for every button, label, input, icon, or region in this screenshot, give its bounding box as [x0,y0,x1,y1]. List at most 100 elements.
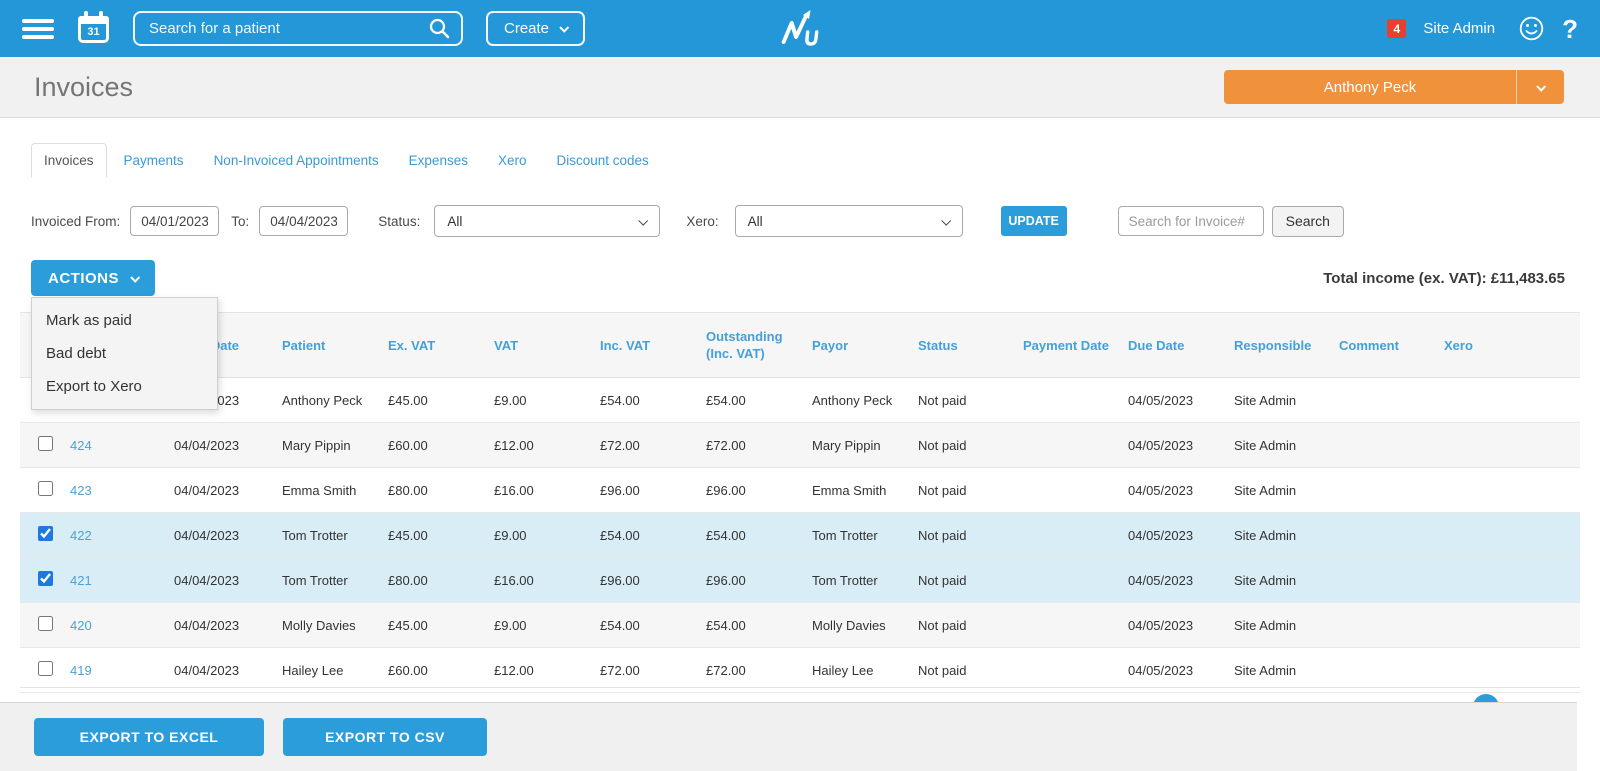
update-button[interactable]: UPDATE [1000,206,1067,236]
issue-date-cell: 04/04/2023 [166,422,274,468]
tab-label: Payments [123,153,184,168]
help-icon[interactable]: ? [1562,13,1578,44]
column-header[interactable]: Outstanding (Inc. VAT) [698,312,804,378]
status-cell: Not paid [910,377,1015,423]
vat-cell: £9.00 [486,602,592,648]
row-checkbox[interactable] [38,481,53,496]
column-header[interactable]: Xero [1436,312,1580,378]
column-header[interactable]: Responsible [1226,312,1331,378]
chevron-down-icon [130,272,141,283]
xero-select[interactable]: All [734,205,963,237]
inc-vat-cell: £72.00 [592,647,698,693]
tab-item[interactable]: Discount codes [544,143,662,178]
notification-badge[interactable]: 4 [1387,19,1407,38]
invoice-number-link[interactable]: 420 [70,617,92,633]
invoice-number-link[interactable]: 419 [70,662,92,678]
payor-cell: Tom Trotter [804,557,910,603]
row-checkbox[interactable] [38,661,53,676]
invoice-number-search-input[interactable] [1117,206,1264,236]
total-income-summary: Total income (ex. VAT): £11,483.65 [1323,269,1565,287]
calendar-icon[interactable]: 31 [78,11,109,43]
actions-menu-item[interactable]: Bad debt [46,345,107,362]
export-to-csv-button[interactable]: EXPORT TO CSV [283,718,487,756]
invoice-number-cell: 423 [62,467,166,513]
due-date-cell: 04/05/2023 [1120,467,1226,513]
responsible-cell: Site Admin [1226,647,1331,693]
status-select[interactable]: All [434,205,661,237]
issue-date-cell: 04/04/2023 [166,647,274,693]
row-checkbox[interactable] [38,616,53,631]
ex-vat-cell: £60.00 [380,422,486,468]
invoices-table: Issue Date Patient Ex. VAT VAT Inc. VAT … [20,312,1580,693]
patient-picker-button[interactable]: Anthony Peck [1224,70,1564,104]
ex-vat-cell: £80.00 [380,467,486,513]
due-date-cell: 04/05/2023 [1120,602,1226,648]
due-date-cell: 04/05/2023 [1120,512,1226,558]
row-checkbox[interactable] [38,526,53,541]
responsible-cell: Site Admin [1226,557,1331,603]
search-button[interactable]: Search [1271,205,1344,237]
user-name-label[interactable]: Site Admin [1423,20,1496,37]
create-button[interactable]: Create [486,11,586,46]
payor-cell: Tom Trotter [804,512,910,558]
create-button-label: Create [504,20,550,37]
invoiced-to-input[interactable] [259,206,349,236]
column-header[interactable]: Comment [1331,312,1436,378]
outstanding-cell: £96.00 [698,467,804,513]
patient-cell: Hailey Lee [274,647,380,693]
comment-cell [1331,602,1436,648]
hamburger-menu-icon[interactable] [22,18,54,39]
invoice-number-link[interactable]: 423 [70,482,92,498]
tab-item[interactable]: Payments [111,143,197,178]
ex-vat-cell: £45.00 [380,602,486,648]
responsible-cell: Site Admin [1226,467,1331,513]
page-header: Invoices Anthony Peck [0,57,1600,118]
invoiced-from-input[interactable] [130,206,220,236]
status-cell: Not paid [910,422,1015,468]
comment-cell [1331,467,1436,513]
column-header[interactable]: Ex. VAT [380,312,486,378]
ex-vat-cell: £45.00 [380,377,486,423]
issue-date-cell: 04/04/2023 [166,557,274,603]
column-header[interactable]: Inc. VAT [592,312,698,378]
to-label: To: [231,213,250,229]
xero-cell [1436,377,1580,423]
search-icon[interactable] [428,17,451,40]
actions-menu-item[interactable]: Export to Xero [46,378,142,395]
inc-vat-cell: £54.00 [592,377,698,423]
status-cell: Not paid [910,557,1015,603]
patient-cell: Tom Trotter [274,557,380,603]
actions-menu-item[interactable]: Mark as paid [46,312,132,329]
tab-item[interactable]: Non-Invoiced Appointments [201,143,392,178]
invoice-number-link[interactable]: 422 [70,527,92,543]
table-row: 419 04/04/2023 Hailey Lee £60.00 £12.00 … [20,647,1580,693]
payor-cell: Anthony Peck [804,377,910,423]
xero-cell [1436,422,1580,468]
invoice-number-link[interactable]: 424 [70,437,92,453]
vat-cell: £16.00 [486,467,592,513]
actions-row: ACTIONS Total income (ex. VAT): £11,483.… [31,260,1565,296]
row-checkbox[interactable] [38,436,53,451]
column-header[interactable]: Due Date [1120,312,1226,378]
smiley-feedback-icon[interactable] [1518,15,1545,42]
ex-vat-cell: £80.00 [380,557,486,603]
column-header[interactable]: Payment Date [1015,312,1120,378]
invoice-number-link[interactable]: 421 [70,572,92,588]
column-header[interactable]: Status [910,312,1015,378]
status-label: Status: [378,213,421,229]
tab-item[interactable]: Expenses [396,143,481,178]
row-checkbox[interactable] [38,571,53,586]
column-header[interactable]: Payor [804,312,910,378]
column-header[interactable]: Patient [274,312,380,378]
export-to-excel-button[interactable]: EXPORT TO EXCEL [34,718,264,756]
patient-picker-dropdown[interactable] [1516,70,1564,104]
payment-date-cell [1015,557,1120,603]
tab-item[interactable]: Invoices [31,143,107,178]
tab-label: Non-Invoiced Appointments [213,153,379,168]
xero-cell [1436,647,1580,693]
column-header[interactable]: VAT [486,312,592,378]
patient-search-input[interactable] [133,11,463,46]
actions-button[interactable]: ACTIONS [31,260,155,296]
patient-search [133,11,463,46]
tab-item[interactable]: Xero [485,143,540,178]
